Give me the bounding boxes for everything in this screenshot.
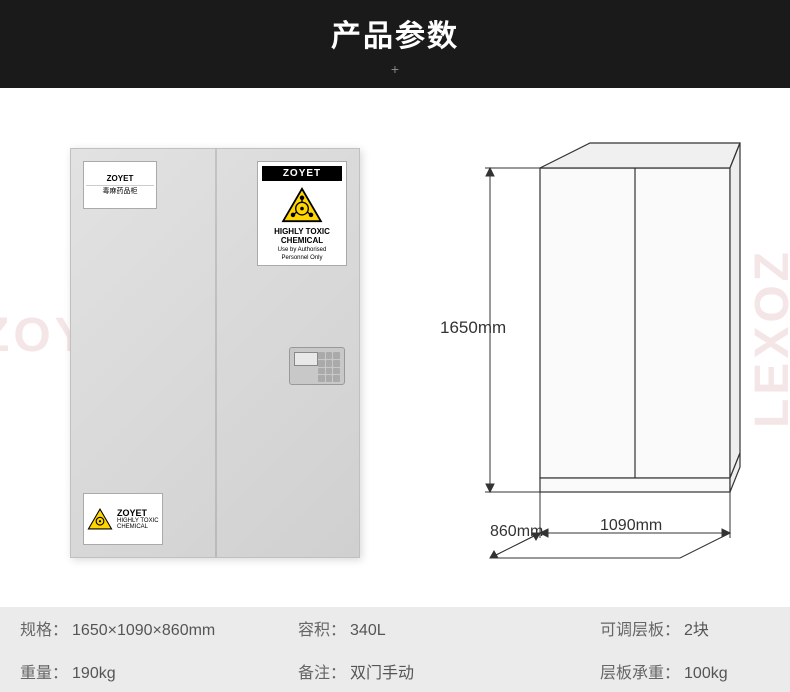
content-area: ZOYET LEXOZ ZOYET 毒麻药品柜 ZOYET HIGHLY TOX… — [0, 88, 790, 607]
spec-volume-value: 340L — [350, 622, 386, 640]
keypad-lock — [289, 347, 345, 385]
spec-weight: 重量： 190kg — [0, 659, 278, 683]
spec-shelves-label: 可调层板： — [600, 616, 680, 640]
hazard-triangle-small-icon — [87, 508, 113, 530]
spec-load-value: 100kg — [684, 665, 728, 683]
watermark-right: LEXOZ — [745, 248, 790, 428]
label-tr-line3: Use by Authorised — [278, 247, 327, 253]
header: 产品参数 + — [0, 0, 790, 88]
door-divider — [215, 149, 217, 557]
label-tr-line1: HIGHLY TOXIC — [274, 227, 330, 236]
spec-size: 规格： 1650×1090×860mm — [0, 616, 278, 640]
label-tl-text: 毒麻药品柜 — [103, 186, 138, 196]
label-tr-line4: Personnel Only — [281, 255, 322, 261]
header-plus-icon: + — [391, 61, 399, 77]
spec-volume: 容积： 340L — [278, 616, 580, 640]
keypad-buttons — [318, 352, 340, 382]
label-bl-line2: CHEMICAL — [117, 524, 159, 530]
spec-shelves-value: 2块 — [684, 616, 709, 640]
spec-note-label: 备注： — [298, 659, 346, 683]
label-bottom-left: ZOYET HIGHLY TOXIC CHEMICAL — [83, 493, 163, 545]
spec-weight-value: 190kg — [72, 665, 116, 683]
spec-volume-label: 容积： — [298, 616, 346, 640]
dim-width: 1090mm — [600, 517, 662, 534]
dim-height: 1650mm — [440, 318, 506, 337]
label-tr-line2: CHEMICAL — [281, 236, 323, 245]
dim-depth: 860mm — [490, 523, 543, 540]
spec-note-value: 双门手动 — [350, 659, 414, 683]
dimension-diagram: 1650mm 860mm 1090mm — [430, 138, 750, 568]
spec-load: 层板承重： 100kg — [580, 659, 790, 683]
spec-load-label: 层板承重： — [600, 659, 680, 683]
keypad-screen — [294, 352, 318, 366]
brand-text: ZOYET — [86, 174, 154, 186]
product-cabinet: ZOYET 毒麻药品柜 ZOYET HIGHLY TOXIC CHEMICAL … — [70, 148, 360, 558]
hazard-triangle-icon — [279, 187, 325, 223]
spec-size-value: 1650×1090×860mm — [72, 622, 215, 640]
brand-small: ZOYET — [117, 508, 159, 518]
brand-bar: ZOYET — [262, 166, 342, 181]
page-title: 产品参数 — [331, 11, 459, 55]
specs-table: 规格： 1650×1090×860mm 容积： 340L 可调层板： 2块 重量… — [0, 607, 790, 692]
spec-shelves: 可调层板： 2块 — [580, 616, 790, 640]
label-top-right: ZOYET HIGHLY TOXIC CHEMICAL Use by Autho… — [257, 161, 347, 266]
label-top-left: ZOYET 毒麻药品柜 — [83, 161, 157, 209]
spec-size-label: 规格： — [20, 616, 68, 640]
spec-weight-label: 重量： — [20, 659, 68, 683]
spec-note: 备注： 双门手动 — [278, 659, 580, 683]
